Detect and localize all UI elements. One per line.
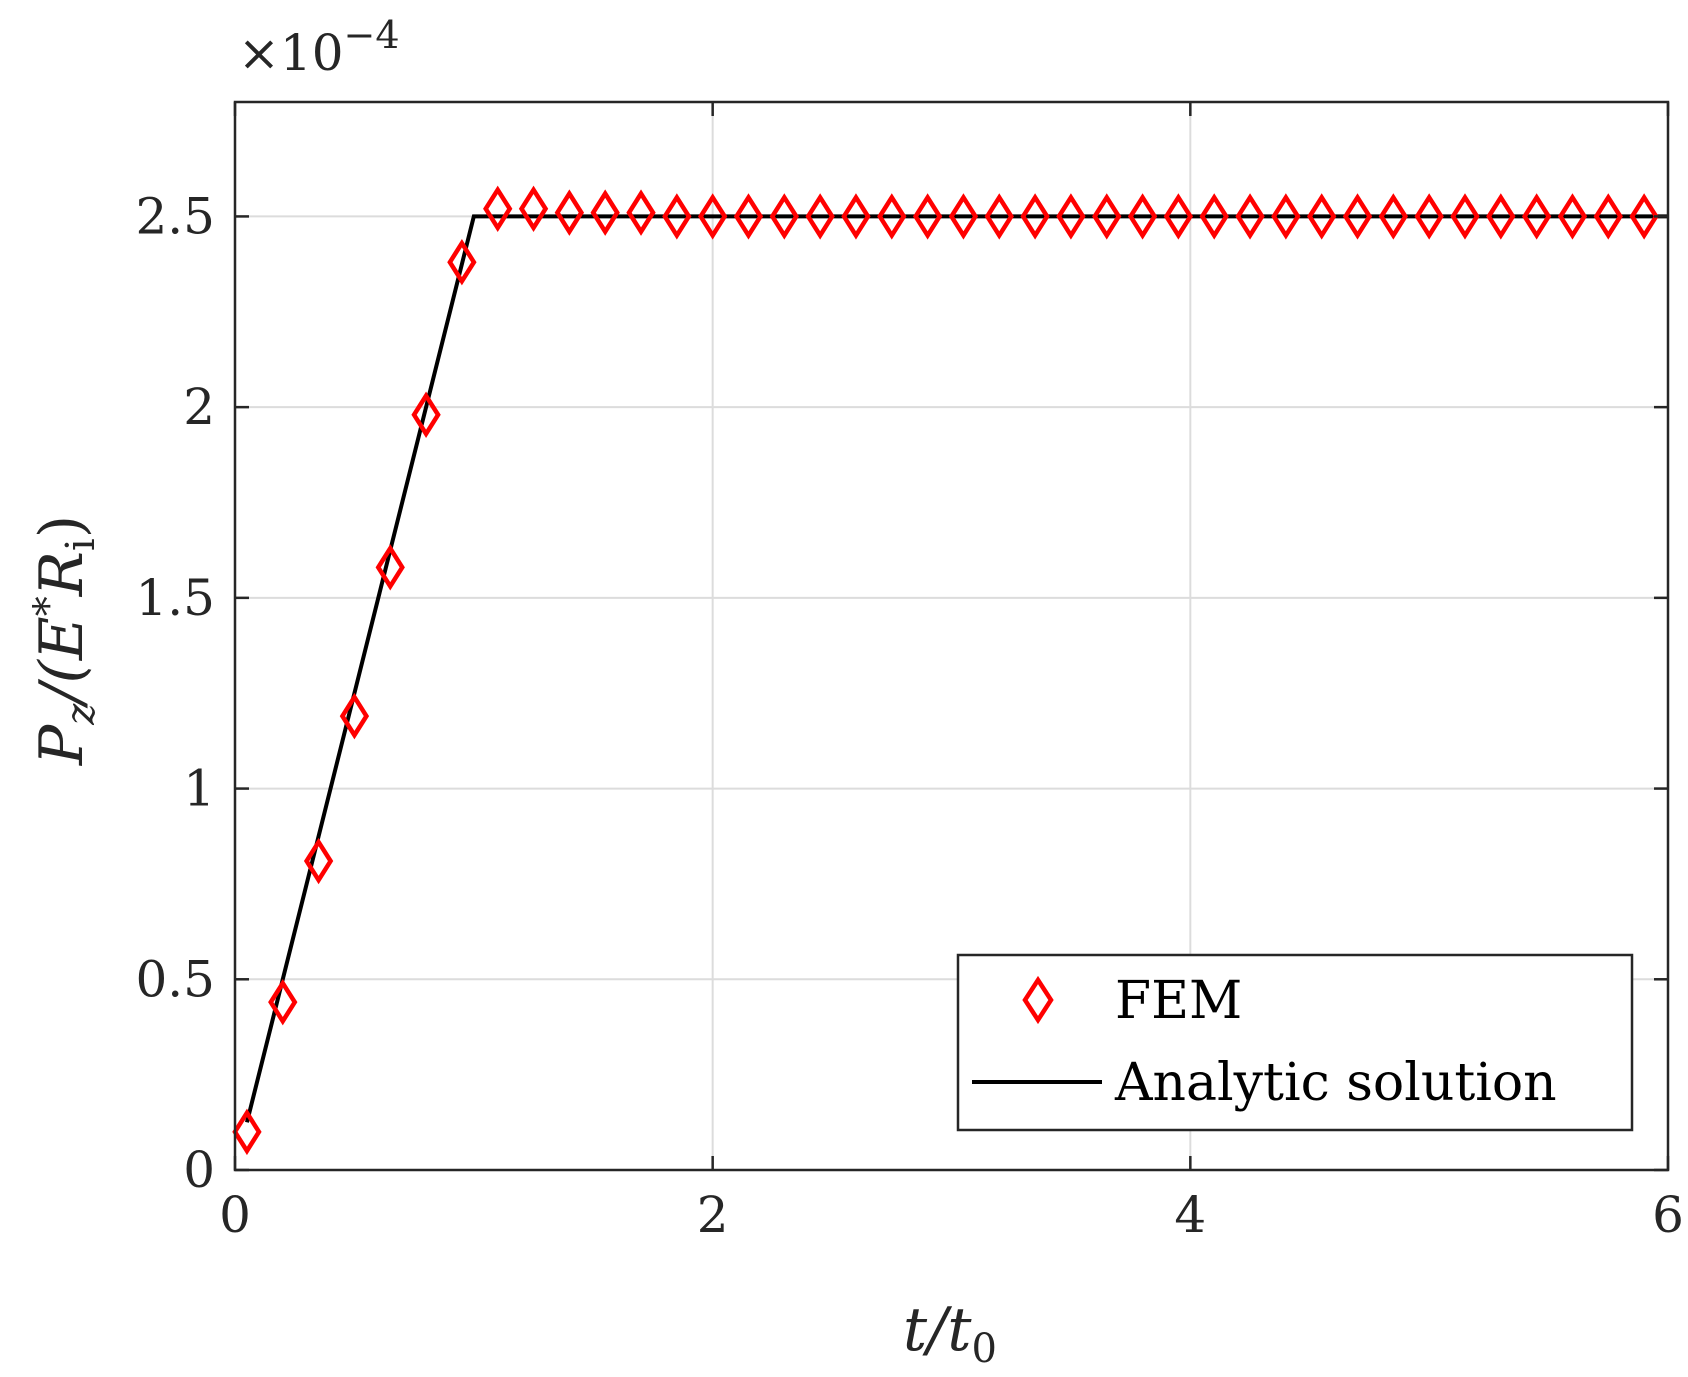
x-axis-label-sub: 0 — [971, 1326, 996, 1372]
fem-marker — [1378, 193, 1409, 240]
fem-marker — [805, 193, 835, 240]
fem-marker — [483, 185, 513, 233]
exponent-label: ×10−4 — [238, 13, 400, 82]
y-tick-label: 0 — [183, 1141, 215, 1199]
fem-marker — [411, 391, 441, 438]
fem-marker — [375, 544, 405, 591]
x-axis-label-main: t/t — [903, 1295, 972, 1365]
fem-marker — [1629, 193, 1659, 240]
fem-marker — [733, 193, 764, 240]
legend-analytic-label: Analytic solution — [1114, 1053, 1557, 1113]
fem-marker — [877, 193, 907, 240]
fem-marker — [554, 189, 585, 236]
x-axis-label: t/t0 — [903, 1295, 997, 1372]
fem-marker — [1163, 193, 1194, 240]
exponent-base: ×10 — [238, 24, 344, 82]
y-axis-label-star: * — [26, 596, 72, 616]
exponent-power: −4 — [344, 13, 400, 57]
axis-ticks: 0 2 4 6 0 0.5 1 1.5 2 2.5 — [135, 102, 1684, 1244]
y-tick-label: 1 — [183, 760, 215, 818]
fem-marker — [1593, 193, 1623, 240]
x-tick-label: 0 — [219, 1186, 251, 1244]
y-axis-label-i: i — [58, 538, 104, 551]
x-tick-label: 2 — [697, 1186, 729, 1244]
fem-marker — [1271, 193, 1301, 240]
legend: FEM Analytic solution — [956, 953, 1634, 1132]
y-tick-label: 2.5 — [135, 187, 215, 245]
fem-marker — [948, 193, 979, 240]
fem-marker — [1235, 193, 1265, 240]
y-tick-label: 2 — [183, 378, 215, 436]
fem-marker — [1092, 193, 1122, 240]
y-tick-label: 0.5 — [135, 950, 215, 1008]
fem-marker — [1056, 193, 1086, 240]
fem-marker — [1307, 193, 1337, 240]
fem-marker — [984, 193, 1014, 240]
fem-marker — [1450, 193, 1480, 240]
fem-marker — [268, 978, 298, 1026]
y-axis-label-z: z — [58, 703, 104, 726]
fem-marker — [1127, 193, 1158, 240]
fem-marker — [1414, 193, 1444, 240]
axes-box — [233, 100, 1670, 1172]
fem-marker — [1342, 193, 1373, 240]
fem-marker — [841, 193, 871, 240]
fem-marker — [339, 692, 370, 740]
fem-marker — [662, 193, 692, 240]
fem-marker — [769, 193, 799, 240]
y-axis-label: Pz/(E*Ri) — [26, 515, 104, 766]
fem-marker — [1521, 193, 1552, 240]
x-tick-label: 6 — [1652, 1186, 1684, 1244]
plot-series — [232, 185, 1668, 1156]
fem-marker — [698, 193, 728, 240]
fem-marker — [590, 189, 620, 236]
fem-marker — [912, 193, 943, 240]
y-axis-label-mid: /(E — [27, 616, 97, 708]
y-axis-label-p: P — [27, 723, 97, 766]
fem-marker — [518, 185, 549, 233]
analytic-solution-line — [245, 214, 1668, 1123]
fem-marker — [1557, 193, 1588, 240]
fem-marker — [1020, 193, 1050, 240]
fem-marker — [303, 837, 334, 885]
legend-box — [956, 953, 1634, 1132]
legend-fem-label: FEM — [1115, 971, 1242, 1031]
fem-marker — [1199, 193, 1229, 240]
y-axis-label-close: ) — [27, 515, 97, 538]
fem-marker — [626, 189, 656, 236]
fem-marker — [1486, 193, 1516, 240]
fem-marker — [447, 238, 477, 286]
legend-fem-marker — [1022, 975, 1054, 1025]
x-tick-label: 4 — [1174, 1186, 1206, 1244]
fem-marker — [232, 1108, 262, 1156]
y-tick-label: 1.5 — [135, 569, 215, 627]
y-axis-label-r: R — [27, 551, 97, 597]
